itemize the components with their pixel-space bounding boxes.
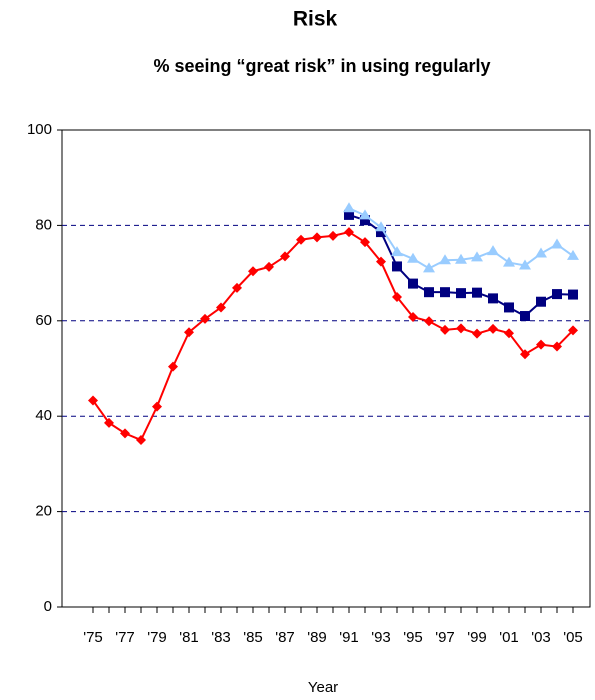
point — [456, 288, 466, 299]
point — [407, 252, 419, 263]
point — [392, 261, 402, 272]
point — [567, 249, 579, 260]
y-tick-label: 40 — [35, 407, 52, 424]
x-tick-label: '77 — [115, 629, 135, 646]
point — [376, 256, 386, 267]
point — [344, 209, 354, 220]
x-tick-label: '03 — [531, 629, 551, 646]
y-tick-label: 100 — [27, 121, 52, 138]
point — [343, 202, 355, 213]
point — [280, 251, 290, 262]
y-tick-label: 60 — [35, 312, 52, 329]
point — [359, 209, 371, 220]
chart-title: Risk — [293, 8, 338, 31]
point — [504, 328, 514, 339]
plot-frame — [61, 129, 591, 608]
point — [504, 302, 514, 313]
point — [424, 316, 434, 327]
point — [391, 246, 403, 257]
point — [536, 339, 546, 350]
point — [120, 428, 130, 439]
point — [424, 287, 434, 298]
point — [152, 401, 162, 412]
x-tick-label: '87 — [275, 629, 295, 646]
x-tick-label: '75 — [83, 629, 103, 646]
point — [423, 262, 435, 273]
point — [104, 417, 114, 428]
point — [136, 435, 146, 446]
point — [455, 253, 467, 264]
point — [264, 261, 274, 272]
x-axis-label: Year — [308, 679, 338, 696]
point — [232, 282, 242, 293]
x-tick-label: '83 — [211, 629, 231, 646]
point — [296, 234, 306, 245]
chart-subtitle: % seeing “great risk” in using regularly — [153, 56, 490, 76]
point — [535, 247, 547, 258]
point — [440, 324, 450, 335]
point — [360, 237, 370, 248]
x-tick-label: '99 — [467, 629, 487, 646]
point — [312, 232, 322, 243]
point — [376, 227, 386, 238]
point — [440, 287, 450, 298]
series-line — [92, 231, 574, 442]
point — [536, 296, 546, 307]
x-tick-label: '95 — [403, 629, 423, 646]
point — [360, 215, 370, 226]
x-tick-label: '79 — [147, 629, 167, 646]
point — [488, 293, 498, 304]
point — [519, 259, 531, 270]
x-tick-label: '05 — [563, 629, 583, 646]
point — [88, 395, 98, 406]
point — [471, 251, 483, 262]
point — [184, 327, 194, 338]
point — [408, 278, 418, 289]
point — [551, 238, 563, 249]
point — [328, 230, 338, 241]
point — [456, 323, 466, 334]
point — [248, 266, 258, 277]
point — [392, 291, 402, 302]
x-tick-label: '01 — [499, 629, 519, 646]
point — [344, 227, 354, 238]
point — [200, 313, 210, 324]
point — [408, 311, 418, 322]
y-tick-label: 20 — [35, 503, 52, 520]
point — [472, 287, 482, 298]
point — [439, 254, 451, 265]
x-tick-label: '81 — [179, 629, 199, 646]
point — [520, 349, 530, 360]
x-tick-label: '97 — [435, 629, 455, 646]
point — [168, 361, 178, 372]
x-tick-label: '89 — [307, 629, 327, 646]
point — [568, 325, 578, 336]
x-tick-label: '91 — [339, 629, 359, 646]
x-tick-label: '85 — [243, 629, 263, 646]
point — [552, 289, 562, 300]
point — [503, 256, 515, 267]
point — [520, 311, 530, 322]
y-tick-label: 80 — [35, 216, 52, 233]
point — [552, 341, 562, 352]
point — [568, 289, 578, 300]
point — [488, 323, 498, 334]
point — [375, 221, 387, 232]
x-tick-label: '93 — [371, 629, 391, 646]
y-tick-label: 0 — [44, 598, 52, 615]
point — [472, 328, 482, 339]
point — [216, 302, 226, 313]
point — [487, 245, 499, 256]
